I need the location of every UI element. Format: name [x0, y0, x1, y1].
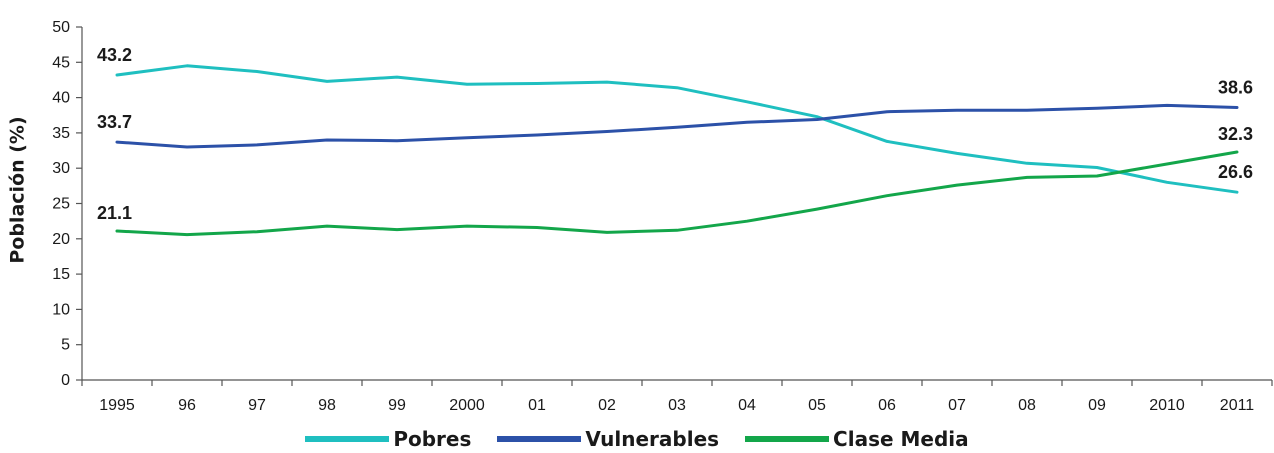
legend-swatch-pobres	[305, 436, 390, 442]
series-line-clase-media	[115, 150, 1239, 237]
y-tick-label: 30	[52, 160, 70, 177]
y-tick-label: 25	[52, 196, 70, 213]
legend-item-vulnerables: Vulnerables	[497, 427, 719, 451]
y-tick-label: 35	[52, 125, 70, 142]
data-label-pobres: 26.6	[1218, 162, 1253, 182]
x-tick-label: 07	[948, 397, 966, 414]
y-tick-label: 50	[52, 19, 70, 36]
legend: Pobres Vulnerables Clase Media	[0, 426, 1274, 452]
x-tick-label: 06	[878, 397, 896, 414]
x-tick-label: 09	[1088, 397, 1106, 414]
x-tick-label: 08	[1018, 397, 1036, 414]
y-tick-label: 40	[52, 90, 70, 107]
x-tick-label: 2011	[1220, 397, 1255, 414]
legend-label-vulnerables: Vulnerables	[585, 427, 720, 451]
y-tick-label: 45	[52, 54, 70, 71]
legend-item-pobres: Pobres	[305, 427, 471, 451]
legend-label-pobres: Pobres	[393, 427, 472, 451]
legend-item-clase-media: Clase Media	[745, 427, 969, 451]
x-tick-label: 03	[668, 397, 686, 414]
x-tick-label: 01	[528, 397, 546, 414]
y-tick-label: 5	[61, 337, 70, 354]
y-tick-label: 15	[52, 266, 70, 283]
y-tick-label: 0	[61, 372, 70, 389]
x-tick-label: 96	[178, 397, 196, 414]
x-tick-label: 02	[598, 397, 616, 414]
x-tick-label: 04	[738, 397, 756, 414]
x-tick-label: 99	[388, 397, 406, 414]
y-tick-label: 10	[52, 301, 70, 318]
legend-swatch-vulnerables	[497, 436, 582, 442]
x-tick-label: 98	[318, 397, 336, 414]
x-tick-label: 05	[808, 397, 826, 414]
legend-swatch-clase-media	[745, 436, 830, 442]
legend-label-clase-media: Clase Media	[833, 427, 969, 451]
x-tick-label: 1995	[99, 397, 135, 414]
y-axis-title: Población (%)	[7, 116, 30, 264]
data-label-pobres: 43.2	[97, 45, 132, 65]
series-line-vulnerables	[115, 103, 1239, 149]
data-label-vulnerables: 33.7	[97, 112, 132, 132]
data-label-clase-media: 21.1	[97, 203, 132, 223]
x-tick-label: 2010	[1149, 397, 1185, 414]
data-label-clase-media: 32.3	[1218, 124, 1253, 144]
y-tick-label: 20	[52, 231, 70, 248]
y-axis-title-container: Población (%)	[2, 0, 34, 380]
series-line-pobres	[115, 64, 1239, 194]
data-label-vulnerables: 38.6	[1218, 77, 1253, 97]
x-tick-label: 2000	[449, 397, 485, 414]
x-tick-label: 97	[248, 397, 266, 414]
